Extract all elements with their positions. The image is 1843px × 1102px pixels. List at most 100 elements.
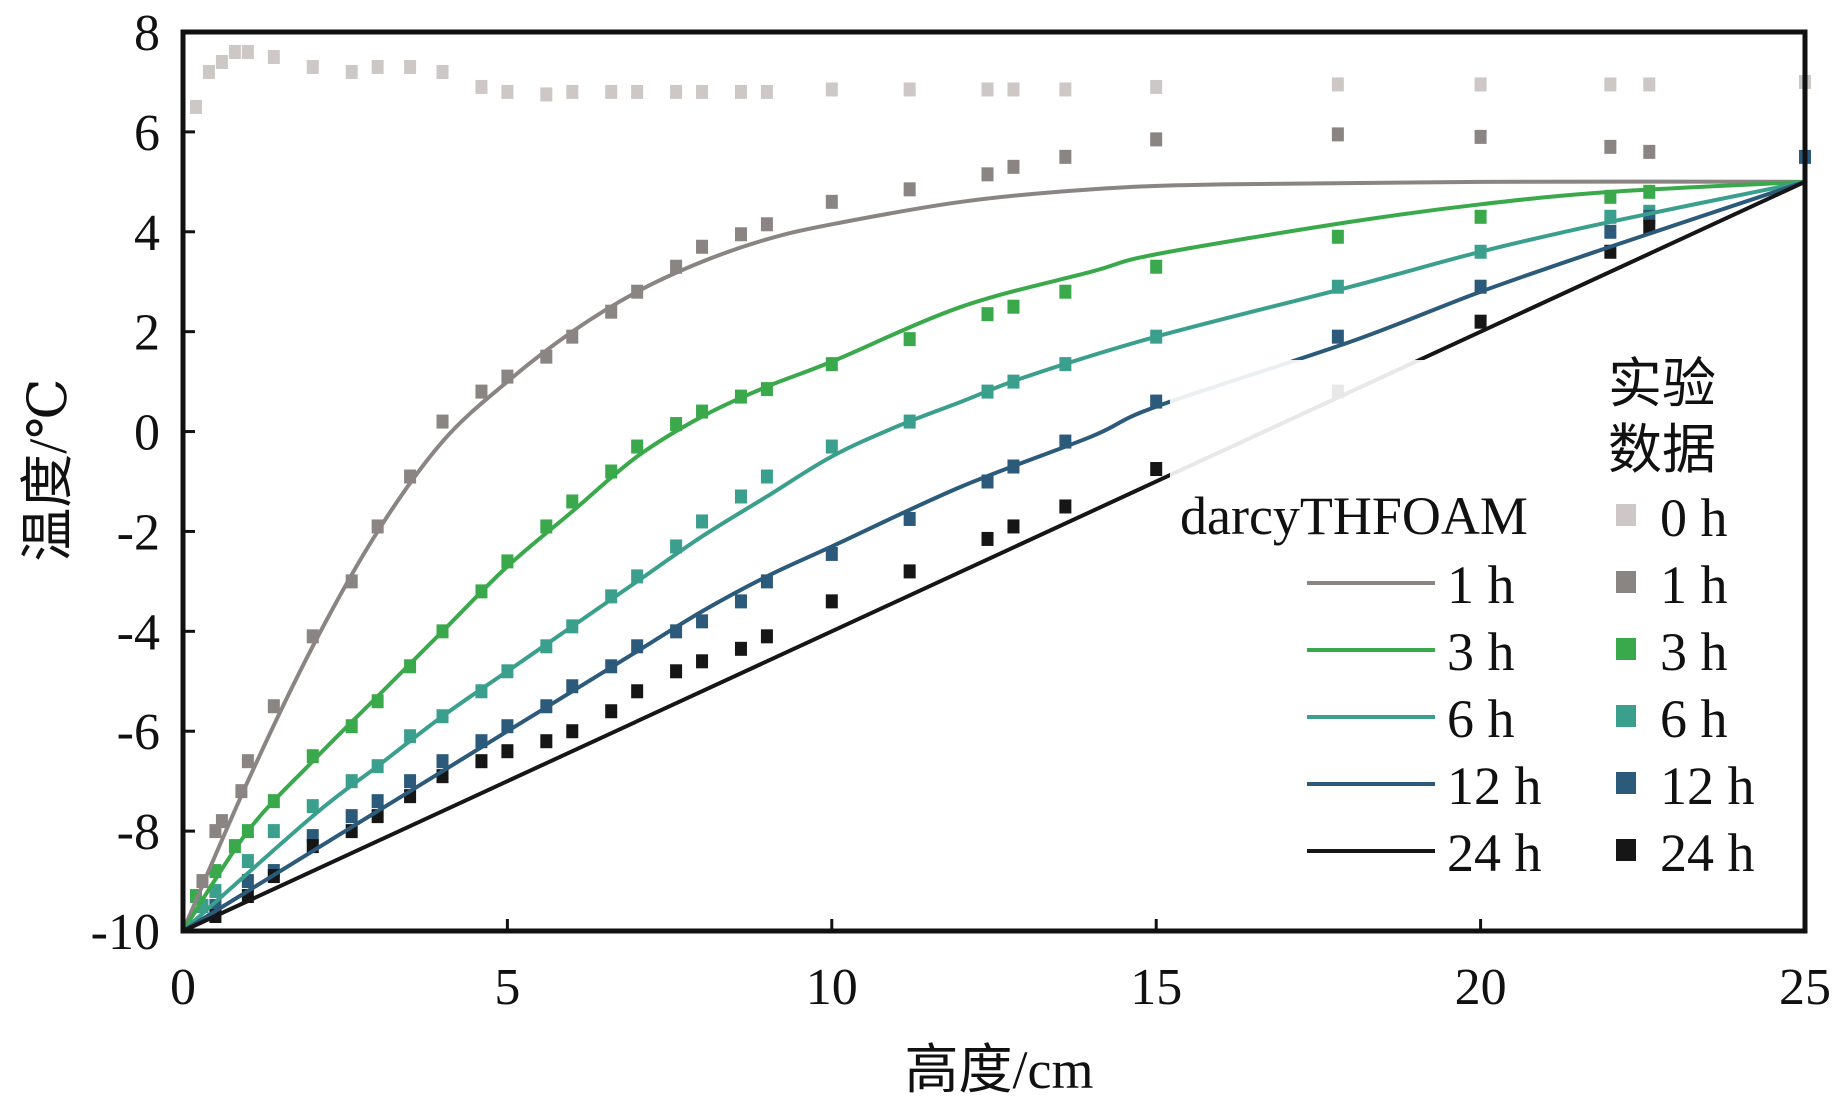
data-point [1643,184,1656,199]
legend-marker-6h [1616,705,1636,727]
data-point [696,514,709,529]
data-point [670,664,683,679]
data-point [267,699,280,714]
legend-label-model: 12 h [1447,756,1542,816]
data-point [670,84,683,99]
data-point [1007,159,1020,174]
y-tick-label: -4 [117,604,160,661]
data-point [696,654,709,669]
data-point [1331,127,1344,142]
data-point [1150,259,1163,274]
data-point [501,744,514,759]
data-point [404,59,417,74]
legend-marker-12h [1616,772,1636,794]
data-point [1474,77,1487,92]
data-point [345,64,358,79]
data-point [903,82,916,97]
data-point [404,774,417,789]
data-point [760,84,773,99]
data-point [760,217,773,232]
legend-label-model: 6 h [1447,689,1515,749]
y-tick-label: 6 [134,105,160,162]
data-point [903,332,916,347]
x-tick-label: 10 [806,959,858,1016]
legend-label-exp: 12 h [1660,756,1755,816]
legend-experiment-title-line1: 实验 [1608,354,1716,414]
x-tick-label: 20 [1455,959,1507,1016]
data-point [1331,229,1344,244]
model-line-6h [181,179,1806,933]
data-point [1150,132,1163,147]
data-point [1643,219,1656,234]
data-point [1604,224,1617,239]
data-point [475,384,488,399]
data-point [566,84,579,99]
data-point [1007,82,1020,97]
data-point [605,84,618,99]
data-point [267,49,280,64]
data-point [734,227,747,242]
y-axis-label: 温度/℃ [18,378,78,561]
data-point [501,84,514,99]
data-point [760,469,773,484]
data-point [696,239,709,254]
data-point [1150,462,1163,477]
legend-marker-0h [1616,504,1636,526]
model-line-24h [182,180,1806,933]
data-point [631,684,644,699]
data-point [734,641,747,656]
data-point [189,99,202,114]
data-point [475,79,488,94]
legend-label-model: 3 h [1447,622,1515,682]
data-point [540,87,553,102]
model-line-12h [181,179,1806,933]
data-point [981,167,994,182]
legend-label-exp-0h: 0 h [1660,488,1728,548]
data-point [825,82,838,97]
data-point [436,64,449,79]
data-point [1059,499,1072,514]
y-tick-label: 8 [134,5,160,62]
data-point [903,511,916,526]
x-tick-label: 15 [1130,959,1182,1016]
data-point [696,614,709,629]
legend-marker-24h [1616,839,1636,861]
data-point [436,754,449,769]
data-point [1150,79,1163,94]
data-point [1474,209,1487,224]
data-point [696,84,709,99]
data-point [825,194,838,209]
data-point [1474,314,1487,329]
data-point [1059,149,1072,164]
legend-label-exp: 3 h [1660,622,1728,682]
data-point [760,629,773,644]
data-point [981,82,994,97]
data-point [215,814,228,829]
x-tick-label: 5 [494,959,520,1016]
legend-marker-3h [1616,638,1636,660]
data-point [1604,77,1617,92]
legend-label-exp: 1 h [1660,555,1728,615]
data-point [1331,329,1344,344]
data-point [981,531,994,546]
data-point [436,414,449,429]
data-point [228,44,241,59]
data-point [825,439,838,454]
data-point [734,489,747,504]
data-point [1007,299,1020,314]
legend-label-model: 24 h [1447,823,1542,883]
data-point [631,84,644,99]
model-line-3h [181,179,1806,933]
data-point [540,734,553,749]
y-tick-label: -8 [117,804,160,861]
data-point [475,754,488,769]
y-tick-label: -2 [117,504,160,561]
data-point [825,546,838,561]
y-tick-label: -10 [91,904,160,961]
y-tick-label: 0 [134,405,160,462]
data-point [1331,77,1344,92]
data-point [345,809,358,824]
data-point [1604,139,1617,154]
x-tick-label: 0 [170,959,196,1016]
